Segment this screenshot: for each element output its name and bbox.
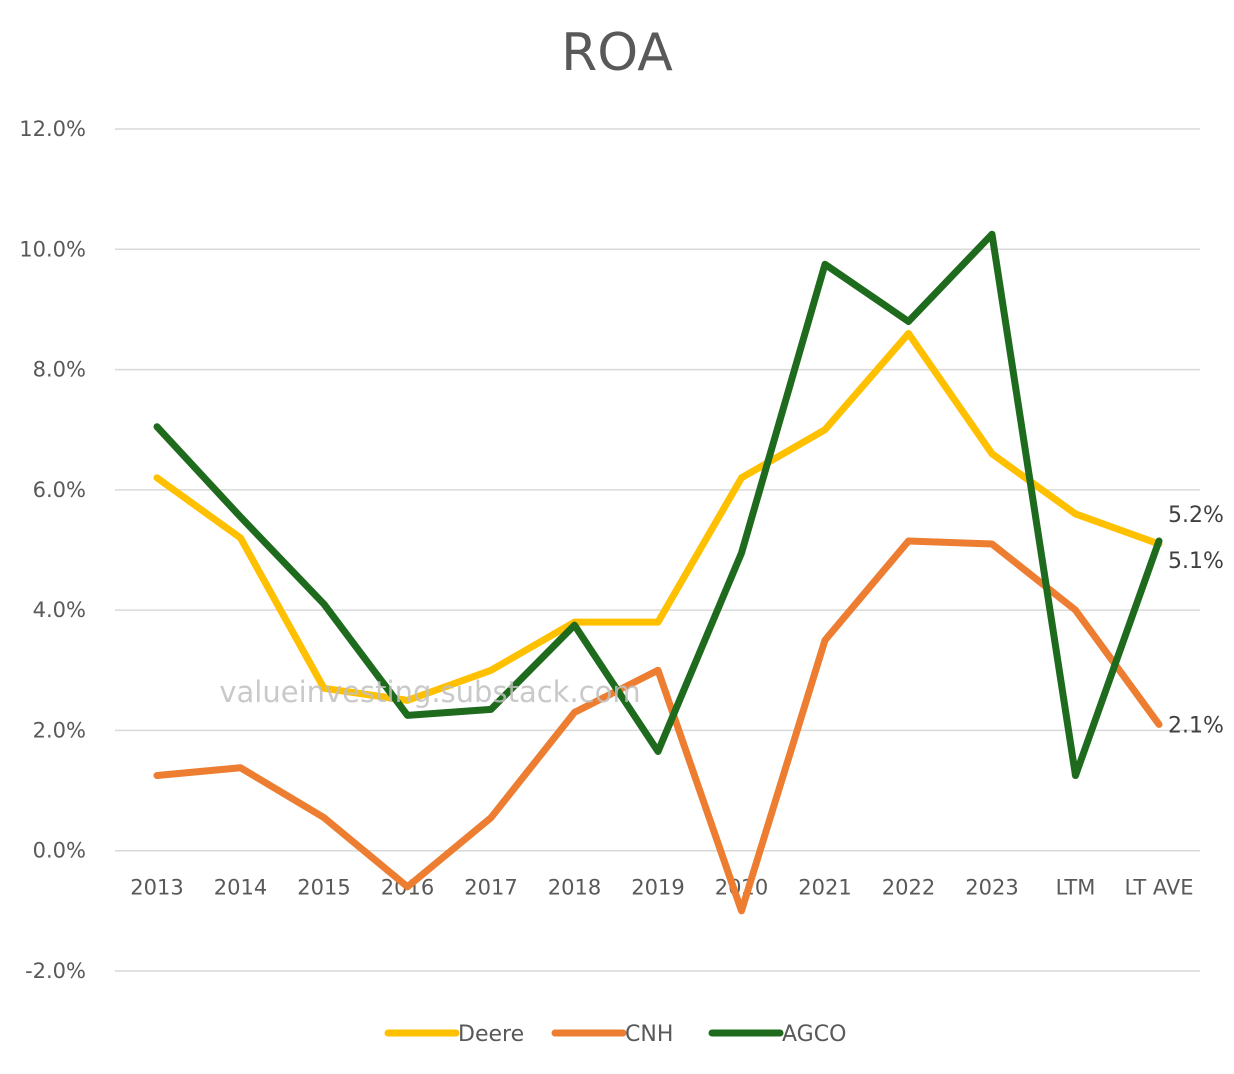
x-tick-label: LT AVE <box>1125 876 1194 900</box>
end-value-label: 2.1% <box>1168 713 1224 738</box>
end-value-label: 5.2% <box>1168 503 1224 528</box>
series-lines <box>153 230 1163 915</box>
y-tick-label: 4.0% <box>33 598 86 622</box>
x-tick-label: 2017 <box>464 876 517 900</box>
y-tick-label: 8.0% <box>33 358 86 382</box>
x-tick-label: 2022 <box>882 876 935 900</box>
x-tick-label: LTM <box>1056 876 1096 900</box>
y-tick-label: 10.0% <box>19 237 86 261</box>
x-tick-label: 2014 <box>214 876 267 900</box>
legend-label-cnh: CNH <box>625 1022 673 1047</box>
y-tick-label: 12.0% <box>19 117 86 141</box>
series-line-deere <box>153 329 1163 704</box>
y-axis-tick-labels: 12.0% 10.0% 8.0% 6.0% 4.0% 2.0% 0.0% -2.0% <box>19 117 86 983</box>
y-tick-label: 6.0% <box>33 478 86 502</box>
x-tick-label: 2013 <box>130 876 183 900</box>
x-tick-label: 2020 <box>715 876 768 900</box>
legend-label-deere: Deere <box>458 1022 524 1047</box>
y-tick-label: -2.0% <box>25 959 86 983</box>
series-line-agco <box>153 230 1163 780</box>
y-tick-label: 0.0% <box>33 839 86 863</box>
gridlines <box>115 128 1200 972</box>
legend-label-agco: AGCO <box>782 1022 846 1047</box>
end-value-labels: 5.2% 5.1% 2.1% <box>1168 503 1224 738</box>
x-tick-label: 2023 <box>965 876 1018 900</box>
end-value-label: 5.1% <box>1168 549 1224 574</box>
x-tick-label: 2019 <box>631 876 684 900</box>
chart-title: ROA <box>561 23 673 83</box>
series-line-cnh <box>153 537 1163 915</box>
y-tick-label: 2.0% <box>33 718 86 742</box>
x-tick-label: 2015 <box>297 876 350 900</box>
x-tick-label: 2021 <box>798 876 851 900</box>
x-tick-label: 2018 <box>548 876 601 900</box>
legend: Deere CNH AGCO <box>384 1022 846 1047</box>
watermark: valueinvesting.substack.com <box>219 675 640 709</box>
x-axis-tick-labels: 2013 2014 2015 2016 2017 2018 2019 2020 2021 2022… <box>130 876 1193 900</box>
